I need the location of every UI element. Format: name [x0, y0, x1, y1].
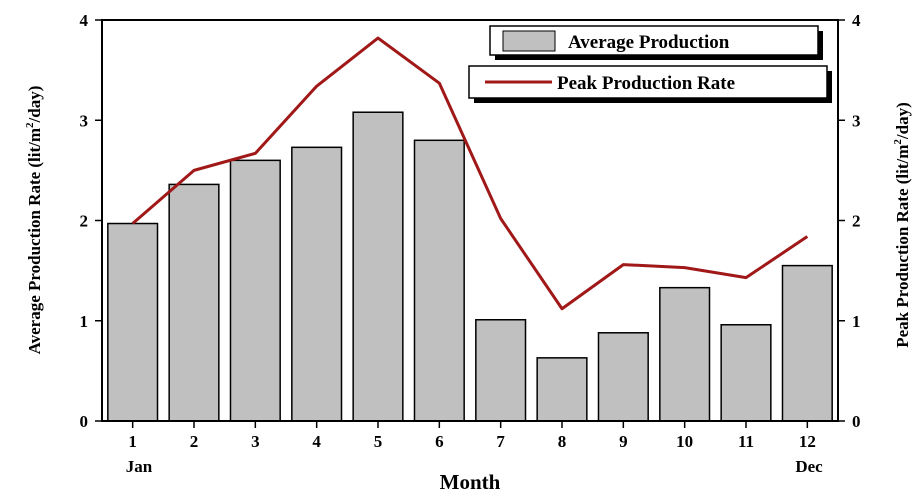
- legend: Average Production Peak Production Rate: [468, 25, 832, 103]
- legend-label-peak-production-rate: Peak Production Rate: [557, 73, 735, 94]
- bar-month-10: [659, 286, 711, 422]
- bar-month-8: [536, 357, 588, 422]
- x-tick-label-6: 6: [435, 432, 444, 451]
- bar-month-1: [107, 222, 159, 422]
- x-extra-label-last: Dec: [795, 457, 823, 476]
- y-right-title-sup: 2: [892, 139, 904, 145]
- y-left-axis-title: Average Production Rate (lit/m2/day): [24, 86, 44, 355]
- legend-item-peak-production-rate: Peak Production Rate: [468, 65, 832, 103]
- x-tick-label-10: 10: [676, 432, 693, 451]
- x-tick-label-4: 4: [312, 432, 321, 451]
- y-left-title-prefix: Average Production Rate (lit/m: [25, 128, 44, 354]
- y-right-axis-title: Peak Production Rate (lit/m2/day): [892, 102, 912, 348]
- y-left-tick-label-0: 0: [80, 412, 89, 431]
- y-right-tick-label-1: 1: [852, 312, 861, 331]
- x-extra-label-first: Jan: [126, 457, 153, 476]
- y-left-title-suffix: /day): [25, 86, 44, 124]
- bar-month-2: [168, 183, 220, 422]
- y-right-tick-label-0: 0: [852, 412, 861, 431]
- y-right-tick-label-2: 2: [852, 212, 861, 231]
- bar-month-6: [413, 139, 465, 422]
- bars-layer: [107, 111, 833, 422]
- x-tick-label-12: 12: [799, 432, 816, 451]
- legend-swatch-bar: [502, 30, 556, 52]
- x-tick-label-7: 7: [496, 432, 505, 451]
- y-left-tick-label-1: 1: [80, 312, 89, 331]
- x-tick-label-5: 5: [374, 432, 383, 451]
- line-peak-production-rate: [131, 36, 809, 311]
- y-right-title-suffix: /day): [893, 102, 912, 140]
- bar-month-11: [720, 324, 772, 422]
- bar-month-3: [229, 159, 281, 422]
- bar-month-5: [352, 111, 404, 422]
- bar-month-12: [781, 264, 833, 422]
- y-left-tick-label-3: 3: [80, 111, 89, 130]
- x-tick-label-1: 1: [128, 432, 137, 451]
- x-tick-label-8: 8: [558, 432, 567, 451]
- y-right-tick-label-3: 3: [852, 111, 861, 130]
- x-tick-label-11: 11: [738, 432, 754, 451]
- bar-month-9: [597, 332, 649, 422]
- y-right-title-prefix: Peak Production Rate (lit/m: [893, 145, 912, 348]
- x-tick-label-9: 9: [619, 432, 628, 451]
- x-axis-title: Month: [440, 470, 501, 493]
- bar-month-7: [475, 319, 527, 422]
- y-left-title-sup: 2: [24, 122, 36, 128]
- y-left-tick-label-2: 2: [80, 212, 89, 231]
- x-tick-label-2: 2: [190, 432, 199, 451]
- line-layer: [131, 36, 809, 311]
- x-tick-label-3: 3: [251, 432, 260, 451]
- legend-item-average-production: Average Production: [489, 25, 823, 60]
- bar-month-4: [291, 146, 343, 422]
- y-right-tick-label-4: 4: [852, 11, 861, 30]
- legend-label-average-production: Average Production: [568, 32, 730, 53]
- y-left-tick-label-4: 4: [80, 11, 89, 30]
